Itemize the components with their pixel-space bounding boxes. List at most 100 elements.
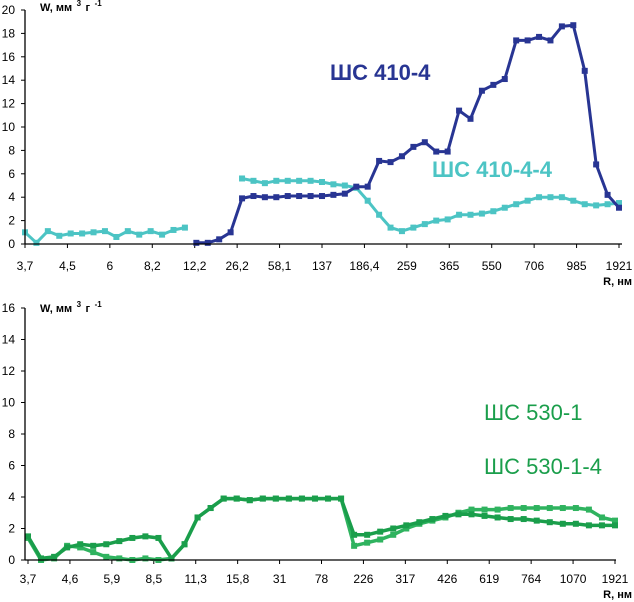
top-series-1-point <box>421 221 428 228</box>
bottom-series-1-point <box>468 506 475 513</box>
bottom-series-1-point <box>142 555 149 562</box>
bottom-series-0-point <box>507 516 514 523</box>
bottom-series-1-point <box>103 553 110 560</box>
top-series-1-point <box>558 194 565 201</box>
bottom-series-0-point <box>546 519 553 526</box>
top-series-1-point <box>513 201 520 208</box>
top-series-0-point <box>330 191 337 198</box>
top-series-0-point <box>353 183 360 190</box>
top-y-tick-label: 10 <box>2 120 16 134</box>
bottom-series-0-point <box>220 495 227 502</box>
bottom-series-0-point <box>259 495 266 502</box>
bottom-series-0-point <box>168 555 175 562</box>
top-y-tick-label: 12 <box>2 97 16 111</box>
legend-shs-410-4: ШС 410-4 <box>330 60 431 85</box>
top-y-tick-label: 4 <box>8 190 15 204</box>
top-y-tick-label: 6 <box>8 167 15 181</box>
top-series-0-point <box>376 157 383 164</box>
bottom-series-lines <box>25 495 618 563</box>
top-series-0-point <box>490 81 497 88</box>
bottom-series-0-point <box>181 541 188 548</box>
top-series-1-point <box>467 211 474 218</box>
top-series-1-point <box>170 226 177 233</box>
bottom-series-0-point <box>455 511 462 518</box>
bottom-series-0-point <box>272 495 279 502</box>
top-y-tick-label: 20 <box>2 3 16 17</box>
top-series-0-point <box>387 159 394 166</box>
top-x-tick-label: 12,2 <box>183 259 207 273</box>
top-series-1-point <box>330 181 337 188</box>
top-series-1-point <box>124 228 131 235</box>
top-series-1-line <box>241 177 620 233</box>
top-series-1-point <box>319 178 325 185</box>
bottom-series-0 <box>25 495 618 562</box>
bottom-x-tick-label: 3,7 <box>20 572 37 586</box>
bottom-x-tick-label: 1070 <box>560 572 587 586</box>
top-x-tick-label: 1921 <box>606 259 633 273</box>
top-series-0-point <box>341 190 348 197</box>
top-series-0-point <box>433 148 440 155</box>
top-series-0-point <box>456 107 463 114</box>
top-series-1-point <box>90 229 97 236</box>
bottom-x-tick-label: 426 <box>437 572 457 586</box>
bottom-series-0-point <box>559 520 566 527</box>
bottom-y-tick-label: 6 <box>8 459 15 473</box>
top-series-1-point <box>581 201 588 208</box>
top-series-1-point <box>616 200 622 207</box>
top-series-0-point <box>284 193 291 200</box>
top-series-0-line <box>196 23 621 245</box>
top-series-1-point <box>456 211 463 218</box>
bottom-series-0-point <box>468 511 475 518</box>
bottom-series-0-point <box>598 522 605 529</box>
bottom-x-tick-label: 11,3 <box>184 572 207 586</box>
top-x-tick-label: 8,2 <box>144 259 161 273</box>
top-series-1-point <box>444 216 451 223</box>
bottom-series-0-point <box>129 534 136 541</box>
top-series-0-point <box>307 193 314 200</box>
bottom-series-0-point <box>194 514 201 521</box>
bottom-series-0-point <box>429 516 436 523</box>
top-series-1-point <box>79 230 86 237</box>
bottom-series-0-point <box>390 525 397 532</box>
top-x-tick-label: 6 <box>107 259 114 273</box>
top-y-tick-label: 2 <box>8 214 15 228</box>
top-series-1-point <box>273 177 280 184</box>
top-series-0-point <box>467 115 474 122</box>
top-series-0-point <box>581 67 588 74</box>
top-x-tick-label: 365 <box>439 259 459 273</box>
legend-shs-410-4-4: ШС 410-4-4 <box>432 157 553 182</box>
bottom-x-tick-label: 764 <box>521 572 541 586</box>
top-series-0-point <box>273 194 280 201</box>
bottom-series-0-point <box>90 542 97 549</box>
bottom-series-1-point <box>77 544 84 551</box>
top-series-0-point <box>547 37 554 44</box>
top-x-tick-label: 186,4 <box>349 259 379 273</box>
bottom-series-1-point <box>612 517 618 524</box>
top-series-1-point <box>250 177 257 184</box>
bottom-series-0-point <box>116 538 123 545</box>
bottom-series-0-point <box>298 495 305 502</box>
top-series-1-point <box>410 224 417 231</box>
bottom-series-1-point <box>507 505 514 512</box>
top-series-1-point <box>490 208 497 215</box>
bottom-series-0-point <box>533 517 540 524</box>
top-series-1-point <box>524 197 531 204</box>
bottom-series-1-point <box>572 505 579 512</box>
bottom-y-tick-label: 12 <box>2 364 16 378</box>
top-series-0-point <box>398 153 405 160</box>
bottom-series-0-point <box>481 512 488 519</box>
bottom-series-0-point <box>442 512 449 519</box>
bottom-series-0-point <box>64 544 71 551</box>
top-x-tick-label: 259 <box>397 259 417 273</box>
bottom-chart: 0 2 4 6 8 10 12 14 16 3,7 4,6 5,9 8,5 11,3 15,8 31 78 22… <box>2 300 632 601</box>
top-series-0-point <box>524 37 531 44</box>
top-series-1-point <box>136 231 143 238</box>
top-series-1-point <box>261 180 268 187</box>
top-series-0-point <box>319 193 325 200</box>
bottom-x-tick-label: 4,6 <box>62 572 79 586</box>
bottom-y-tick-label: 16 <box>2 301 16 315</box>
bottom-series-1-point <box>533 505 540 512</box>
bottom-series-0-point <box>338 495 345 502</box>
top-series-1-point <box>364 197 371 204</box>
